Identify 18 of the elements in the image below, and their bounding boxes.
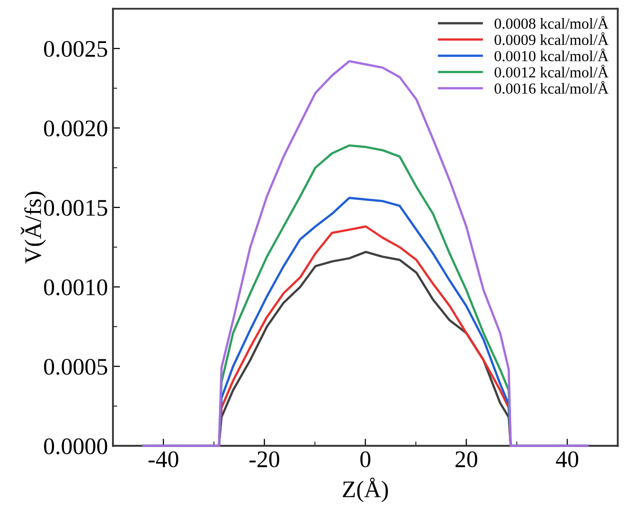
- legend-label: 0.0016 kcal/mol/Å: [494, 81, 608, 94]
- x-tick-label: -20: [250, 451, 280, 468]
- legend-label: 0.0012 kcal/mol/Å: [494, 64, 608, 78]
- y-axis-title: V(Ǎ/fs): [20, 192, 46, 264]
- y-tick-label: 0.0005: [44, 358, 108, 375]
- x-tick-label: 20: [456, 451, 478, 468]
- x-tick-label: -40: [148, 451, 178, 468]
- y-tick-label: 0.0025: [44, 40, 108, 58]
- x-tick-label: 40: [556, 451, 578, 468]
- legend-label: 0.0010 kcal/mol/Å: [494, 48, 608, 62]
- y-tick-label: 0.0015: [44, 200, 108, 216]
- y-tick-label: 0.0020: [44, 120, 108, 136]
- x-axis-title: Z(Å): [342, 478, 388, 502]
- y-tick-label: 0.0000: [44, 438, 108, 454]
- legend-label: 0.0008 kcal/mol/Å: [494, 16, 608, 29]
- x-tick-label: 0: [360, 451, 370, 468]
- legend-label: 0.0009 kcal/mol/Å: [494, 32, 608, 46]
- y-tick-label: 0.0010: [44, 279, 108, 296]
